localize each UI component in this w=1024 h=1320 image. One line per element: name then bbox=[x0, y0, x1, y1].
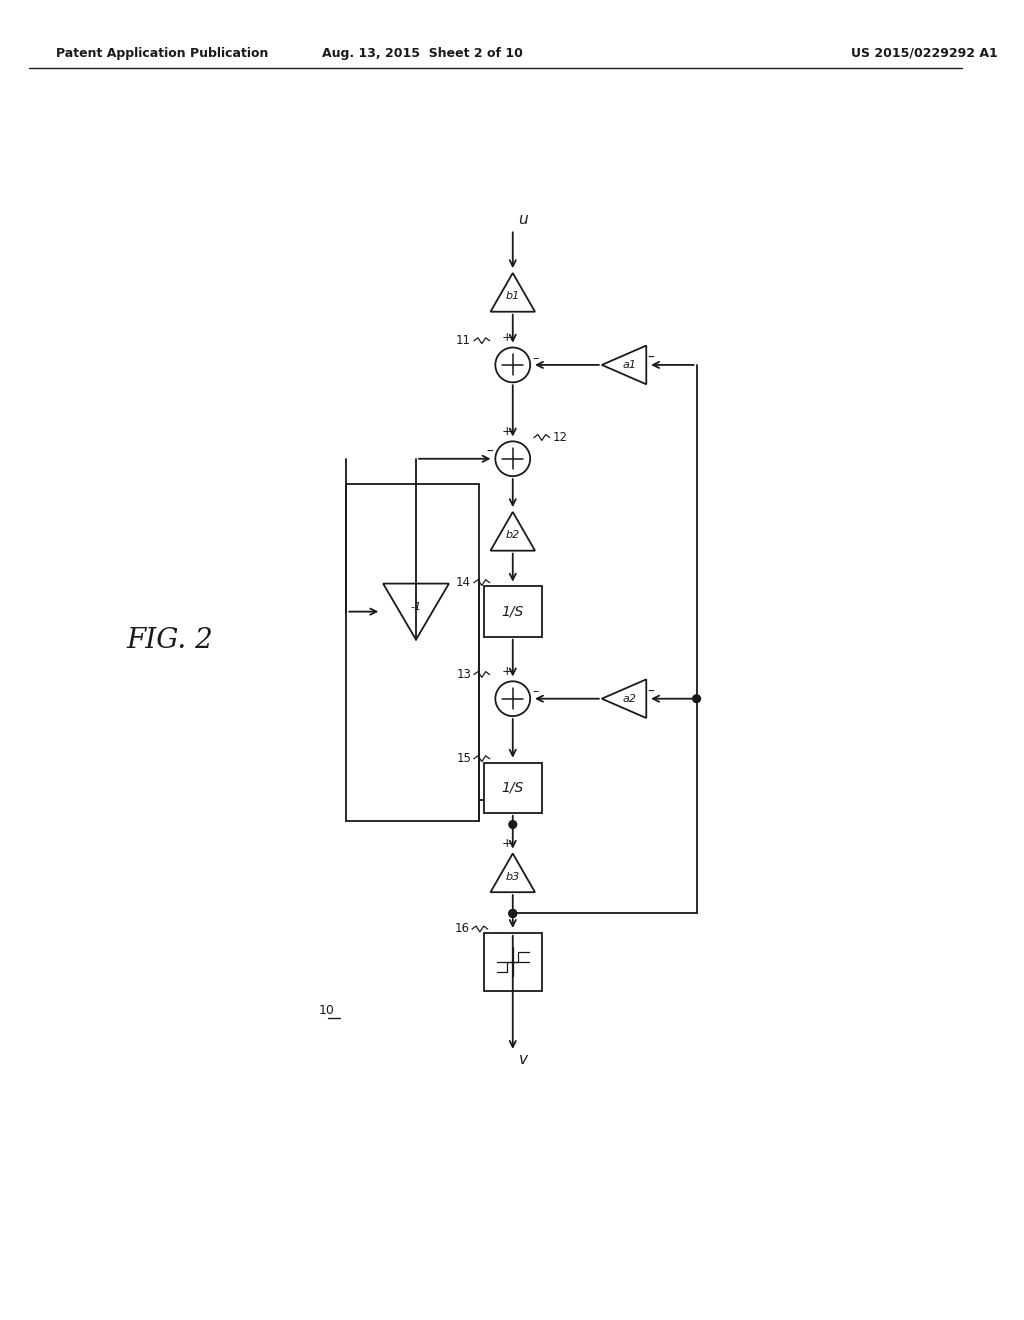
Text: v: v bbox=[518, 1052, 527, 1067]
Text: -1: -1 bbox=[411, 602, 422, 611]
Text: b2: b2 bbox=[506, 531, 520, 540]
Text: +: + bbox=[502, 331, 512, 345]
Circle shape bbox=[509, 909, 517, 917]
Text: b3: b3 bbox=[506, 871, 520, 882]
Text: 12: 12 bbox=[552, 432, 567, 444]
Text: –: – bbox=[532, 351, 539, 364]
Text: +: + bbox=[502, 837, 512, 850]
Text: +: + bbox=[502, 425, 512, 438]
Text: 13: 13 bbox=[457, 668, 471, 681]
Text: Aug. 13, 2015  Sheet 2 of 10: Aug. 13, 2015 Sheet 2 of 10 bbox=[323, 48, 523, 59]
Text: 11: 11 bbox=[456, 334, 471, 347]
Text: –: – bbox=[486, 445, 493, 459]
Text: –: – bbox=[532, 685, 539, 698]
Text: a2: a2 bbox=[623, 694, 637, 704]
Circle shape bbox=[692, 694, 700, 702]
Circle shape bbox=[509, 821, 517, 829]
Text: FIG. 2: FIG. 2 bbox=[126, 627, 213, 655]
Text: 14: 14 bbox=[456, 576, 471, 589]
Text: 10: 10 bbox=[319, 1003, 335, 1016]
Circle shape bbox=[509, 909, 517, 917]
Text: –: – bbox=[647, 351, 654, 366]
Text: a1: a1 bbox=[623, 360, 637, 370]
Text: US 2015/0229292 A1: US 2015/0229292 A1 bbox=[851, 48, 998, 59]
Text: b1: b1 bbox=[506, 292, 520, 301]
Text: 1/S: 1/S bbox=[502, 780, 524, 795]
Text: 16: 16 bbox=[455, 923, 469, 936]
Text: +: + bbox=[502, 665, 512, 678]
Text: u: u bbox=[518, 213, 528, 227]
Text: 1/S: 1/S bbox=[502, 605, 524, 619]
Text: –: – bbox=[647, 685, 654, 698]
Text: Patent Application Publication: Patent Application Publication bbox=[56, 48, 268, 59]
Text: 15: 15 bbox=[457, 752, 471, 766]
